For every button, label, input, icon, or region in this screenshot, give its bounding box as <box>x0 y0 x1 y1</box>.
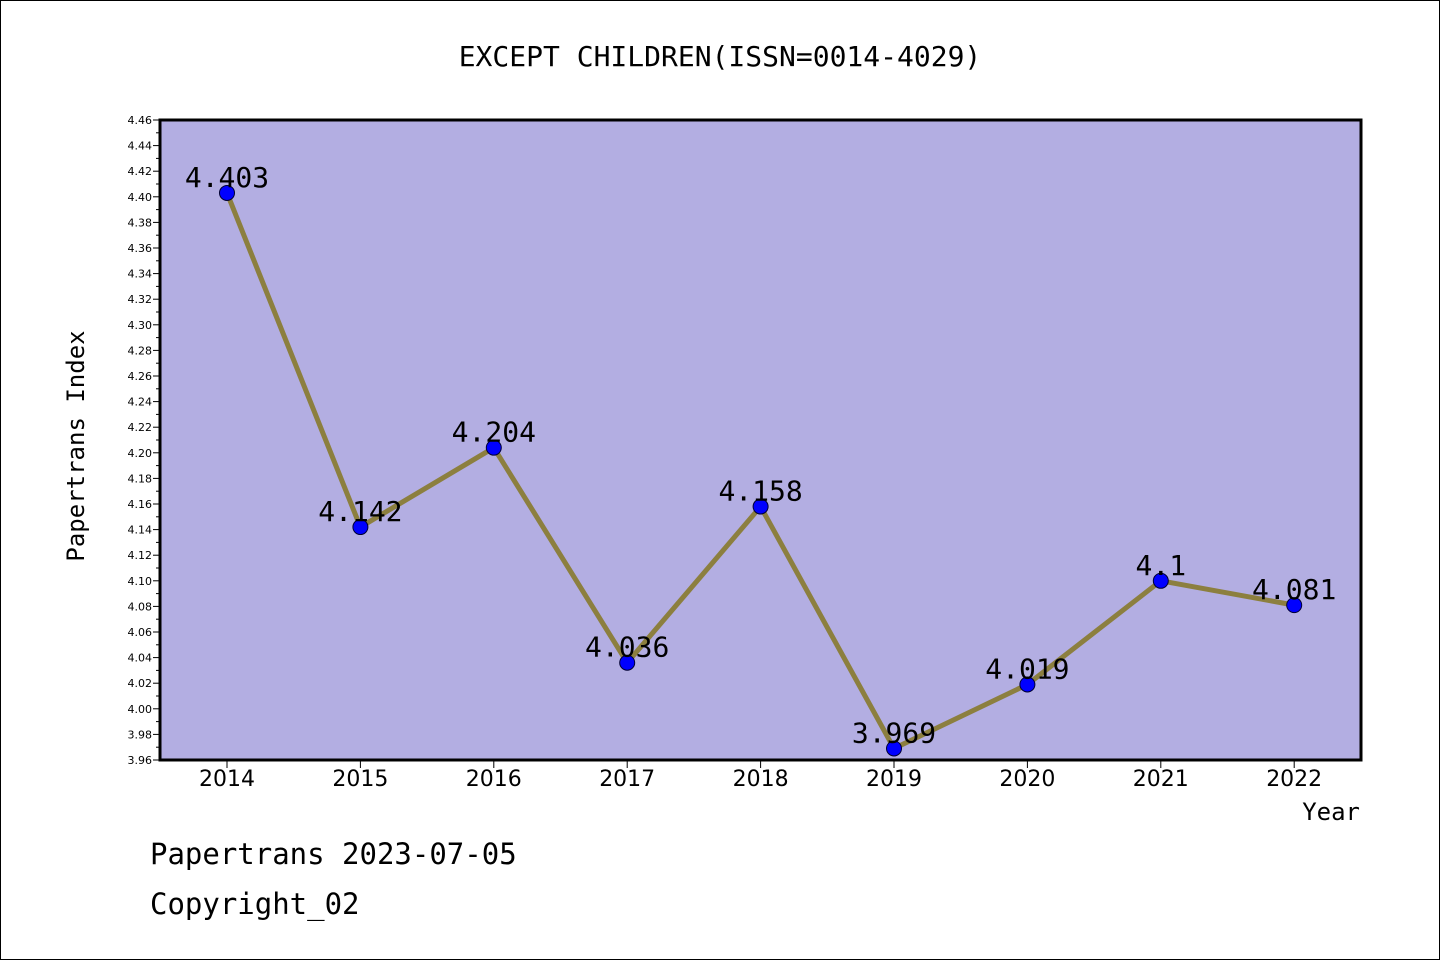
y-tick-label: 4.10 <box>128 575 153 588</box>
chart-title: EXCEPT CHILDREN(ISSN=0014-4029) <box>459 40 982 73</box>
x-tick-label: 2015 <box>332 767 388 792</box>
y-tick-label: 4.34 <box>128 268 153 281</box>
data-point-marker <box>219 184 235 201</box>
y-tick-label: 4.02 <box>128 677 153 690</box>
data-label: 4.142 <box>318 495 402 528</box>
y-tick-label: 4.46 <box>128 114 153 127</box>
x-tick-label: 2014 <box>199 767 255 792</box>
x-tick-label: 2017 <box>599 767 655 792</box>
data-label: 4.158 <box>718 475 802 508</box>
data-point-marker <box>1019 676 1036 693</box>
y-tick-label: 4.12 <box>128 549 153 562</box>
data-label: 4.1 <box>1136 549 1187 582</box>
y-tick-label: 4.32 <box>128 293 153 306</box>
data-point-marker <box>1152 572 1169 589</box>
x-axis-label: Year <box>1302 798 1360 826</box>
x-tick-label: 2022 <box>1266 767 1322 792</box>
x-axis: 2014 2015 2016 2017 2018 2019 2020 2021 2022 <box>199 760 1322 792</box>
data-label: 4.036 <box>585 631 669 664</box>
y-tick-label: 4.00 <box>128 703 153 716</box>
x-tick-label: 2021 <box>1133 767 1189 792</box>
data-point-marker <box>886 740 902 757</box>
y-tick-label: 4.16 <box>128 498 153 511</box>
footer-date-text: Papertrans 2023-07-05 <box>150 837 517 871</box>
x-tick-label: 2020 <box>999 767 1055 792</box>
y-tick-label: 4.24 <box>128 396 153 409</box>
y-axis: 3.96 3.98 4.00 4.02 4.04 4.06 4.08 4.10 4.12 4.14… <box>128 114 160 767</box>
y-tick-label: 4.26 <box>128 370 153 383</box>
data-label-group: 4.403 4.142 4.204 4.036 4.158 3.969 4.019 4.1 4.… <box>185 161 1336 750</box>
data-label: 4.081 <box>1252 573 1336 606</box>
y-axis-label: Papertrans Index <box>62 330 90 561</box>
y-tick-label: 4.08 <box>128 600 153 613</box>
y-tick-label: 4.42 <box>128 165 153 178</box>
y-tick-label: 4.40 <box>128 191 153 204</box>
y-tick-label: 4.38 <box>128 216 153 229</box>
y-tick-label: 4.36 <box>128 242 153 255</box>
x-tick-label: 2018 <box>733 767 789 792</box>
y-tick-label: 3.98 <box>128 728 153 741</box>
data-point-marker <box>619 654 636 671</box>
data-point-marker <box>1286 597 1303 614</box>
data-label: 4.019 <box>985 652 1069 685</box>
y-tick-label: 3.96 <box>128 754 153 767</box>
y-tick-label: 4.04 <box>128 652 153 665</box>
y-tick-label: 4.44 <box>128 140 153 153</box>
y-tick-label: 4.28 <box>128 344 153 357</box>
y-tick-label: 4.18 <box>128 472 153 485</box>
x-tick-label: 2016 <box>466 767 522 792</box>
data-label: 4.403 <box>185 161 269 194</box>
series-line-group <box>219 184 1303 757</box>
data-point-marker <box>352 519 369 536</box>
y-tick-label: 4.14 <box>128 524 153 537</box>
y-tick-label: 4.22 <box>128 421 153 434</box>
data-label: 3.969 <box>852 716 936 749</box>
y-tick-label: 4.20 <box>128 447 153 460</box>
data-label: 4.204 <box>452 416 536 449</box>
plot-area <box>158 118 1363 762</box>
x-tick-label: 2019 <box>866 767 922 792</box>
data-point-marker <box>485 439 502 456</box>
y-tick-label: 4.30 <box>128 319 153 332</box>
footer-copyright-text: Copyright_02 <box>150 887 360 922</box>
data-point-marker <box>752 498 769 515</box>
y-tick-label: 4.06 <box>128 626 153 639</box>
